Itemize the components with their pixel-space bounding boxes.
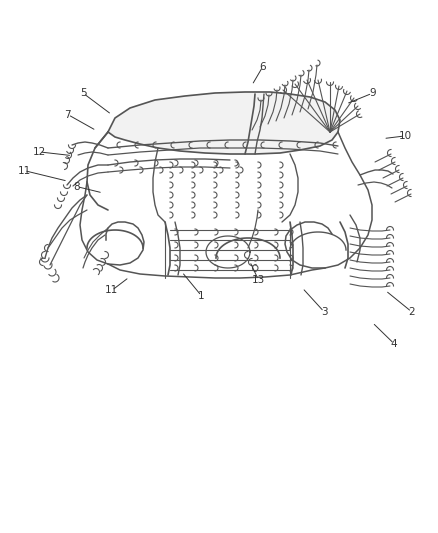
Text: 10: 10: [399, 131, 412, 141]
Text: 6: 6: [259, 62, 266, 71]
Text: 5: 5: [80, 88, 87, 98]
Text: 1: 1: [198, 291, 205, 301]
Text: 2: 2: [408, 307, 415, 317]
Text: 11: 11: [105, 286, 118, 295]
Text: 3: 3: [321, 307, 328, 317]
Text: 11: 11: [18, 166, 31, 175]
Text: 13: 13: [252, 275, 265, 285]
Text: 8: 8: [73, 182, 80, 191]
Text: 4: 4: [391, 339, 398, 349]
Text: 7: 7: [64, 110, 71, 119]
Text: 9: 9: [369, 88, 376, 98]
Text: 12: 12: [33, 147, 46, 157]
Polygon shape: [108, 92, 340, 154]
